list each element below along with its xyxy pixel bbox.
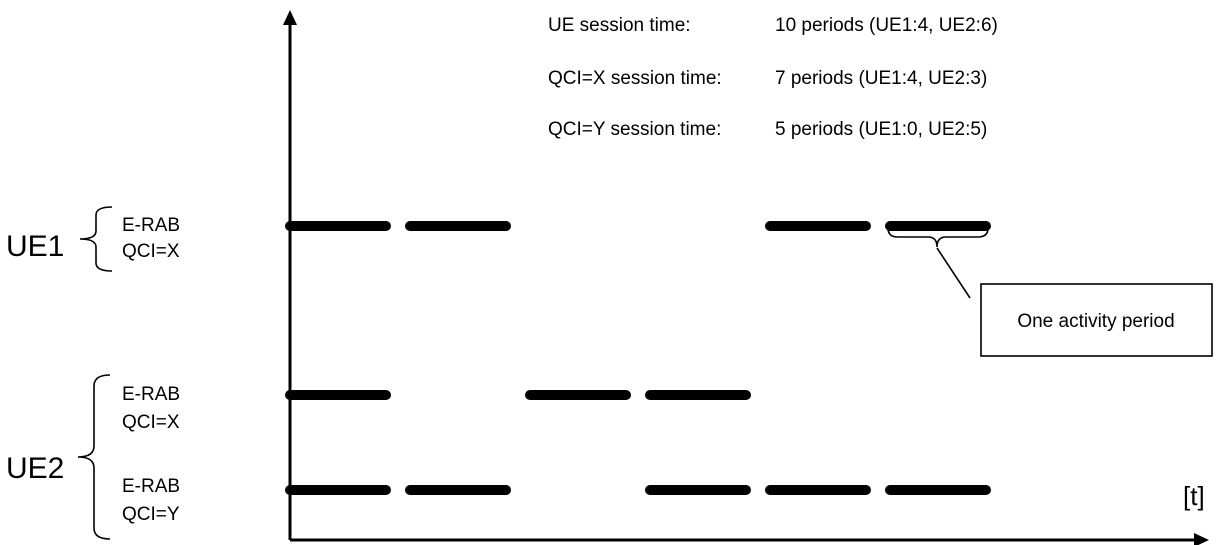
callout-box xyxy=(980,283,1213,357)
callout-leader xyxy=(936,247,971,299)
activity-bars xyxy=(285,221,991,495)
ue2-bearer-y-line2: QCI=Y xyxy=(122,504,180,525)
ue2-bearer-y-line1: E-RAB xyxy=(122,476,180,497)
ue2-bearer-x-line1: E-RAB xyxy=(122,384,180,405)
qci-x-session-value: 7 periods (UE1:4, UE2:3) xyxy=(775,68,987,89)
session-summary: UE session time: 10 periods (UE1:4, UE2:… xyxy=(548,15,998,140)
ue1-group: UE1 E-RAB QCI=X xyxy=(6,206,180,272)
period-brace xyxy=(887,227,989,248)
ue2-group: UE2 E-RAB QCI=X E-RAB QCI=Y xyxy=(6,374,180,540)
y-axis-arrowhead xyxy=(283,10,297,25)
axes xyxy=(283,10,1209,545)
qci-y-session-label: QCI=Y session time: xyxy=(548,119,721,140)
ue2-bearer-x-line2: QCI=X xyxy=(122,412,180,433)
ue1-brace xyxy=(79,206,113,272)
x-axis-arrowhead xyxy=(1194,533,1209,545)
ue1-bearer-x-line1: E-RAB xyxy=(122,215,180,236)
time-axis-label: [t] xyxy=(1183,481,1205,511)
callout-label: One activity period xyxy=(1017,311,1174,332)
ue2-label: UE2 xyxy=(6,452,64,485)
qci-y-session-value: 5 periods (UE1:0, UE2:5) xyxy=(775,119,987,140)
ue1-bearer-x-line2: QCI=X xyxy=(122,241,180,262)
ue1-label: UE1 xyxy=(6,230,64,263)
ue-session-value: 10 periods (UE1:4, UE2:6) xyxy=(775,15,998,36)
ue2-brace xyxy=(77,374,111,540)
activity-period-callout: One activity period xyxy=(887,227,1213,357)
qci-x-session-label: QCI=X session time: xyxy=(548,68,722,89)
ue-session-label: UE session time: xyxy=(548,15,691,36)
